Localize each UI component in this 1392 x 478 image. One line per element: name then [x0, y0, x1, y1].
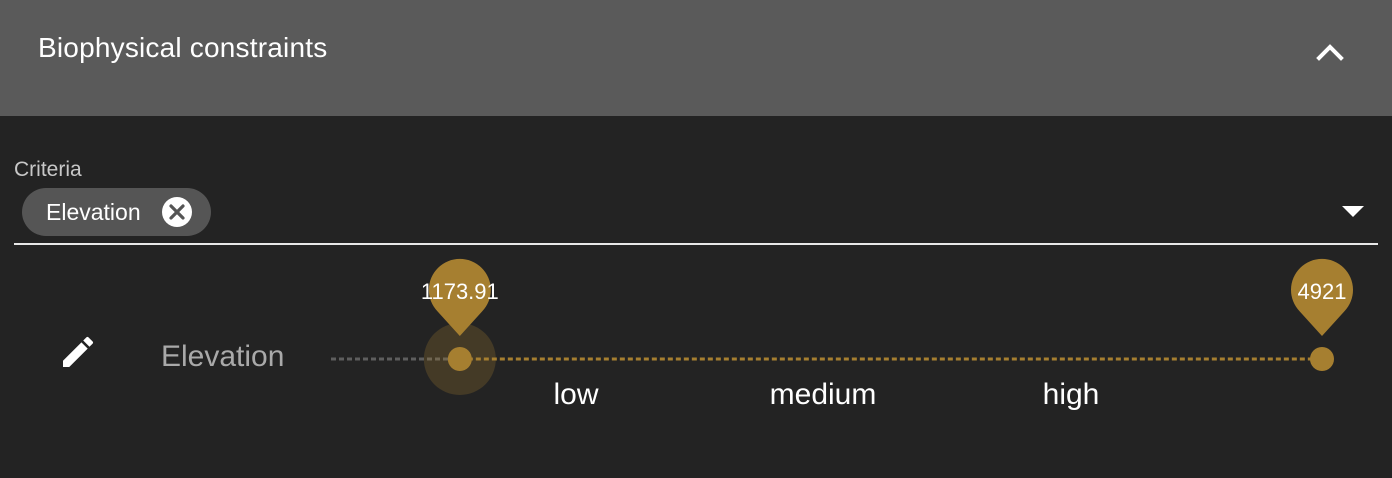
chevron-up-icon: [1316, 44, 1344, 61]
close-circle-icon: [169, 204, 185, 220]
tick-label-medium: medium: [769, 378, 877, 411]
lower-value-pin: [428, 258, 491, 336]
upper-thumb[interactable]: [1310, 347, 1334, 371]
pencil-icon: [63, 336, 94, 367]
upper-value-label: 4921: [1297, 279, 1347, 304]
criteria-chip-elevation[interactable]: Elevation: [22, 188, 211, 236]
tick-label-low: low: [553, 378, 599, 411]
edit-elevation-button[interactable]: [54, 328, 102, 376]
criteria-field-underline: [14, 243, 1378, 245]
chip-remove-button[interactable]: [162, 197, 192, 227]
caret-down-icon: [1342, 206, 1364, 217]
panel-header[interactable]: Biophysical constraints: [0, 0, 1392, 116]
chip-label: Elevation: [46, 198, 141, 225]
lower-thumb[interactable]: [447, 347, 472, 371]
lower-value-label: 1173.91: [420, 279, 499, 304]
collapse-button[interactable]: [1308, 30, 1352, 74]
upper-value-pin: [1291, 258, 1353, 336]
panel-title: Biophysical constraints: [38, 32, 328, 63]
tick-label-high: high: [1042, 378, 1100, 411]
criteria-label: Criteria: [14, 158, 82, 181]
constraint-label-elevation: Elevation: [161, 340, 285, 373]
criteria-dropdown-toggle[interactable]: [1338, 200, 1368, 224]
